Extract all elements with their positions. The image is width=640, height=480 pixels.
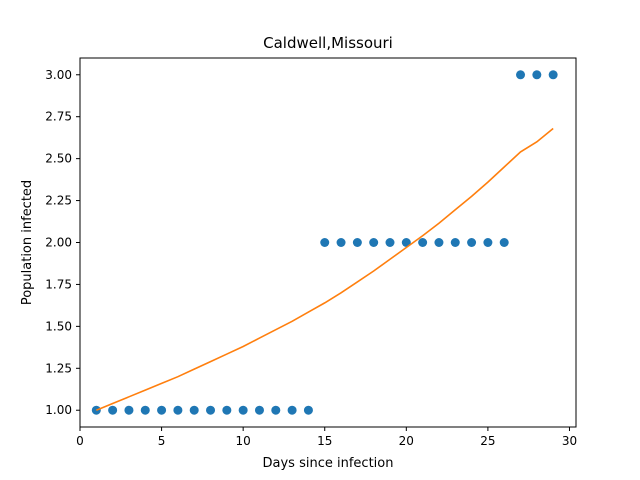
y-tick-label: 2.50	[45, 152, 72, 166]
y-tick-label: 2.00	[45, 236, 72, 250]
x-tick-label: 15	[317, 434, 332, 448]
chart-title: Caldwell,Missouri	[263, 34, 393, 52]
scatter-point	[467, 238, 477, 247]
y-tick-label: 1.75	[45, 277, 72, 291]
scatter-point	[401, 238, 411, 247]
scatter-point	[91, 405, 101, 415]
scatter-point	[352, 238, 362, 247]
y-tick-label: 3.00	[45, 68, 72, 82]
scatter-point	[320, 238, 330, 247]
scatter-point	[254, 405, 264, 415]
x-tick-label: 20	[399, 434, 414, 448]
scatter-point	[238, 405, 248, 415]
y-axis-ticks: 1.00 1.25 1.50 1.75 2.00 2.25 2.50 2.75 3.00	[45, 68, 80, 417]
scatter-point	[516, 70, 526, 80]
scatter-point	[336, 238, 346, 247]
scatter-point	[140, 405, 150, 415]
x-tick-label: 30	[562, 434, 577, 448]
x-axis-ticks: 0 5 10 15 20 25 30	[76, 427, 577, 448]
y-tick-label: 1.00	[45, 403, 72, 417]
scatter-point	[548, 70, 558, 80]
scatter-point	[287, 405, 297, 415]
scatter-point	[303, 405, 313, 415]
plot-frame	[79, 57, 577, 428]
scatter-point	[369, 238, 379, 247]
plot-area	[91, 70, 558, 415]
scatter-point	[418, 238, 428, 247]
scatter-point	[108, 405, 118, 415]
x-tick-label: 10	[236, 434, 251, 448]
y-axis-label: Population infected	[20, 180, 35, 305]
scatter-point	[173, 405, 183, 415]
scatter-point	[483, 238, 493, 247]
x-tick-label: 5	[158, 434, 166, 448]
y-tick-label: 2.75	[45, 110, 72, 124]
scatter-point	[450, 238, 460, 247]
fit-curve	[96, 127, 554, 411]
scatter-point	[157, 405, 167, 415]
scatter-point	[124, 405, 134, 415]
scatter-point	[271, 405, 281, 415]
scatter-point	[434, 238, 444, 247]
scatter-point	[206, 405, 216, 415]
x-axis-label: Days since infection	[263, 456, 394, 471]
scatter-point	[189, 405, 199, 415]
scatter-point	[385, 238, 395, 247]
x-tick-label: 0	[76, 434, 84, 448]
y-tick-label: 1.50	[45, 319, 72, 333]
scatter-point	[499, 238, 509, 247]
y-tick-label: 2.25	[45, 194, 72, 208]
y-tick-label: 1.25	[45, 361, 72, 375]
scatter-point	[222, 405, 232, 415]
scatter-point	[532, 70, 542, 80]
x-tick-label: 25	[480, 434, 495, 448]
